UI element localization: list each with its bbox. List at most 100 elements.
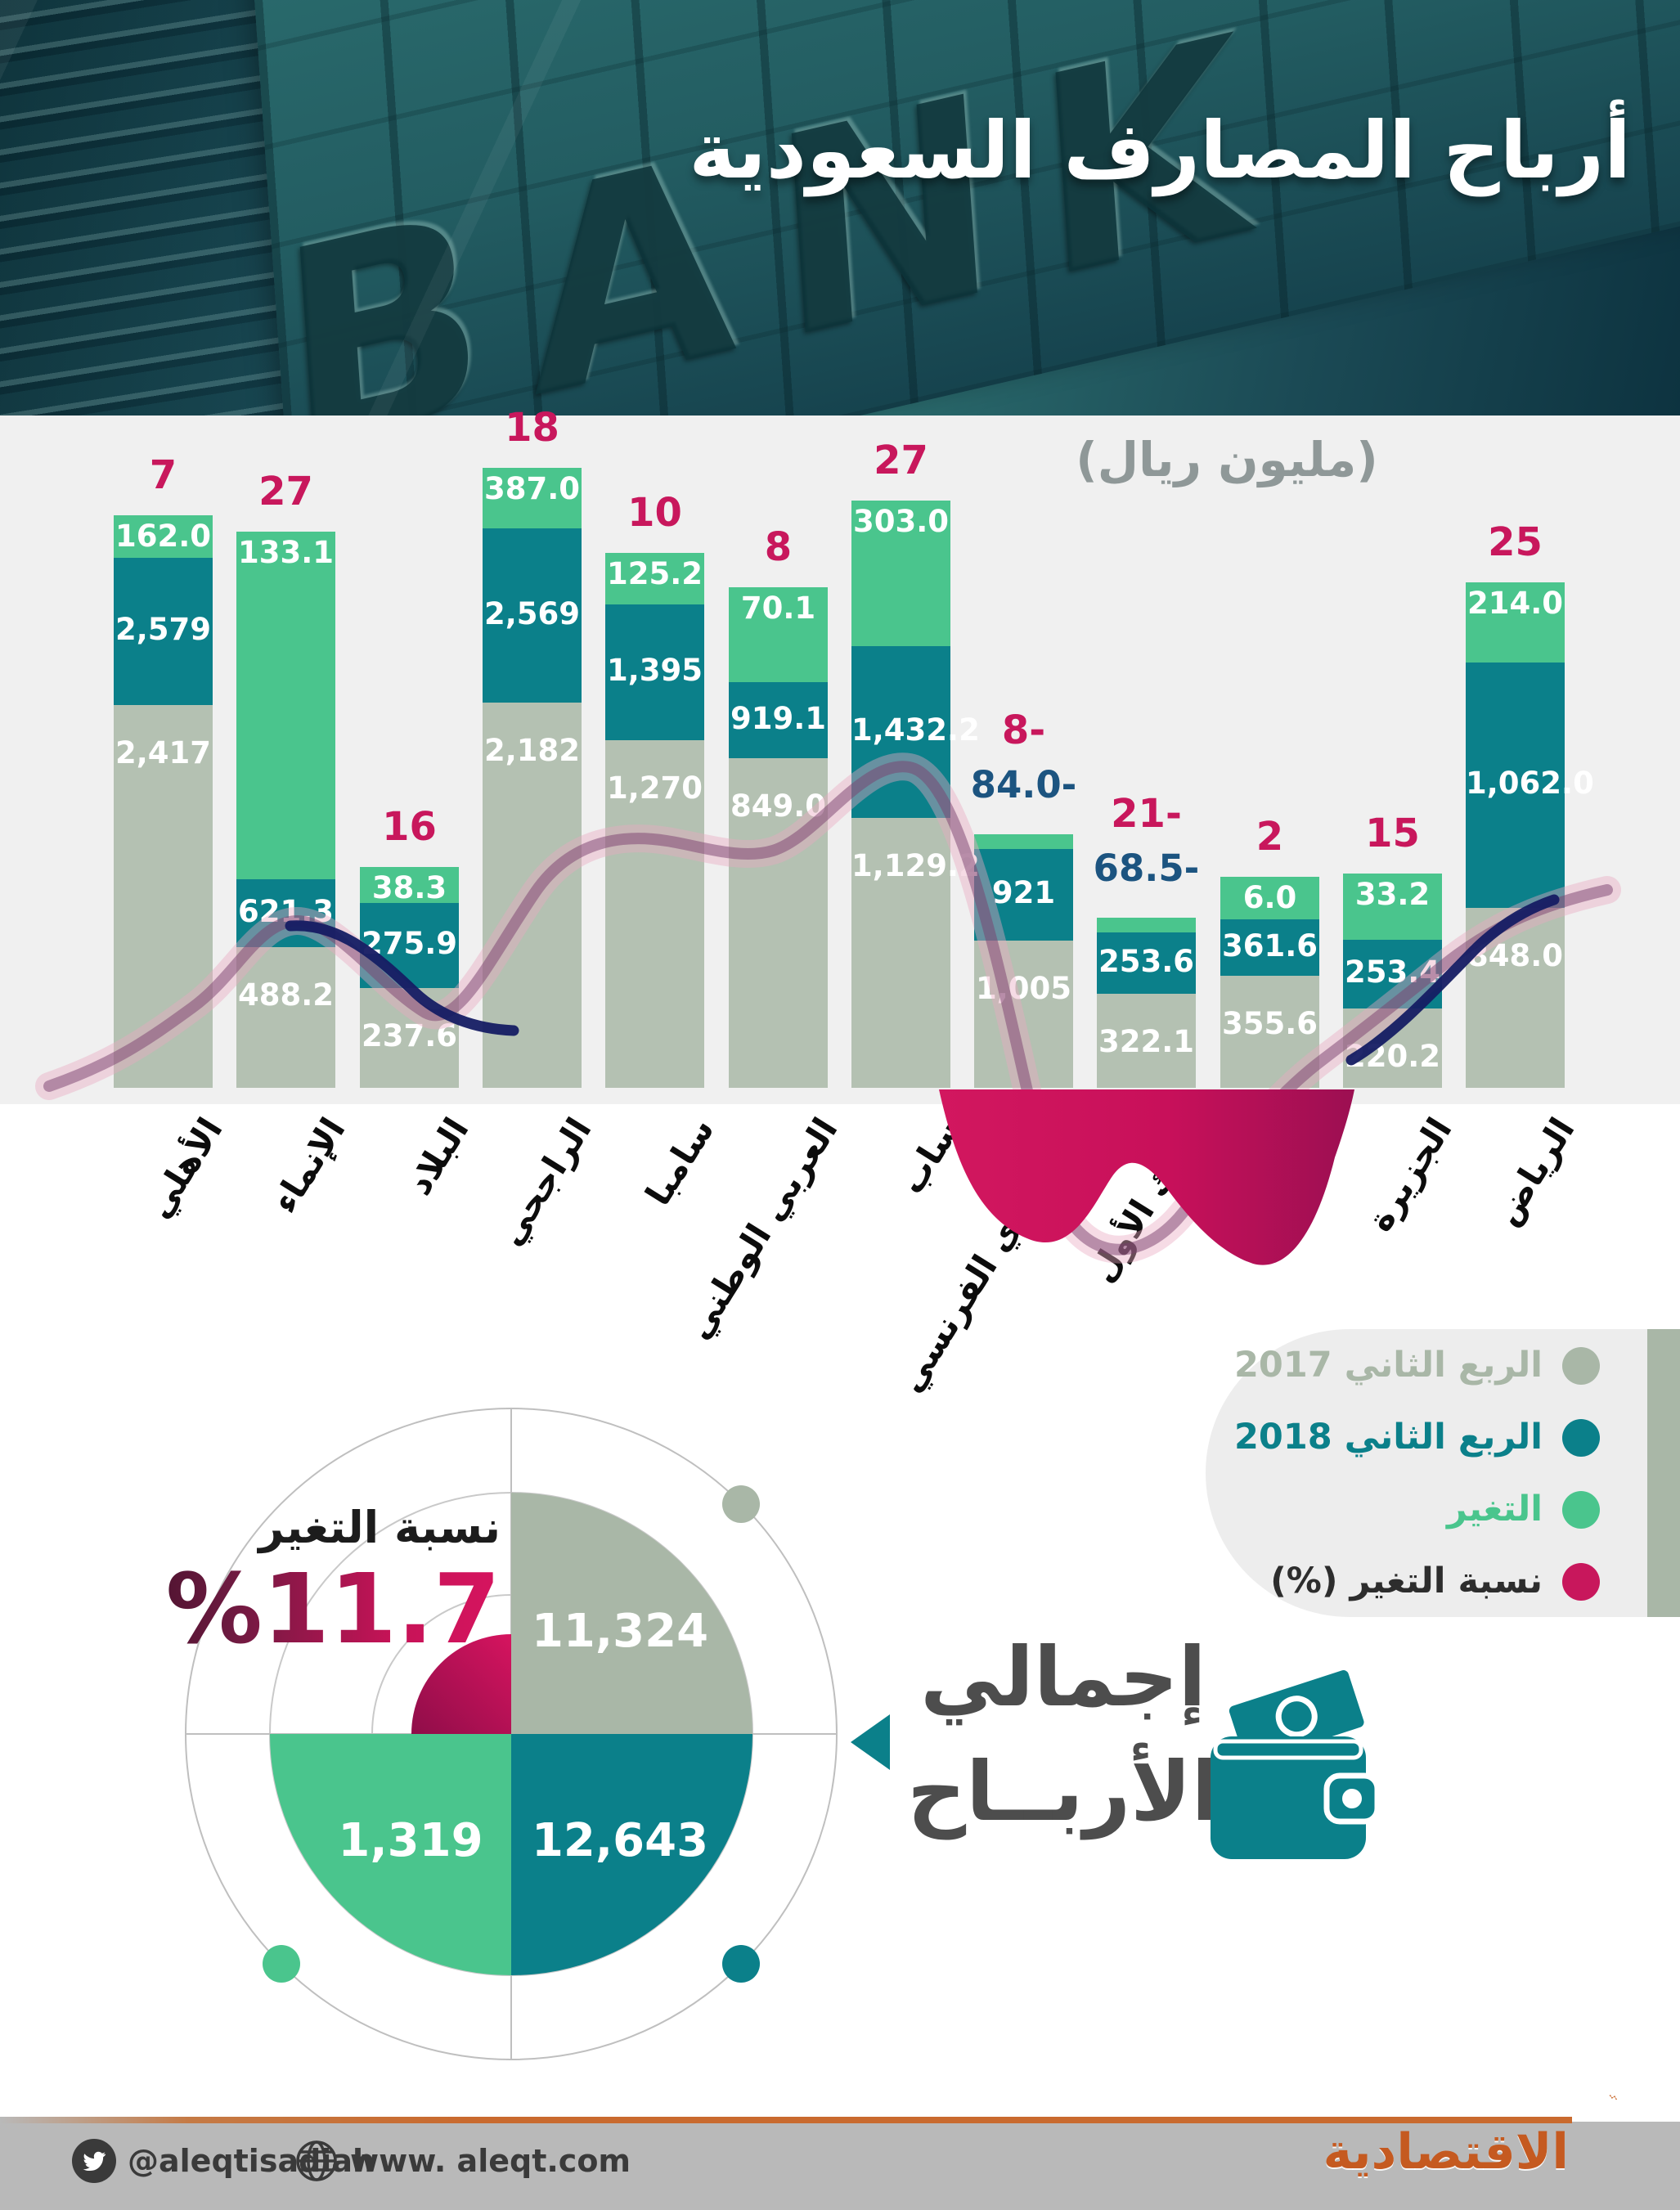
bar-0-segment-change (114, 515, 213, 558)
bar-1-pct-label: 27 (258, 469, 313, 514)
bar-6-pct-label: 27 (874, 438, 928, 483)
glass-reflection-overlay (0, 0, 1680, 415)
bar-1-2017-label: 488.2 (237, 977, 335, 1013)
ring-dot-green (263, 1945, 300, 1983)
legend-dot-3 (1562, 1563, 1600, 1601)
bar-0-segment-2018 (114, 558, 213, 705)
brand-zigzag-chart-icon (1609, 2095, 1617, 2100)
bar-5-pct-label: 8 (764, 524, 793, 570)
footer-website: www. aleqt.com (294, 2138, 631, 2184)
bar-3-pct-label: 18 (505, 405, 559, 451)
bar-10-2018-label: 253.4 (1344, 955, 1441, 990)
twitter-icon[interactable] (72, 2139, 116, 2183)
legend-label-2: التغير (1446, 1489, 1543, 1529)
bar-4-segment-change (605, 553, 704, 604)
bar-7-segment-change (974, 834, 1073, 849)
bar-4-pct-label: 10 (627, 490, 682, 536)
bar-1-2018-label: 621.3 (237, 894, 335, 929)
bar-4-change-label: 125.2 (606, 556, 703, 591)
bar-1-segment-2017 (236, 947, 335, 1088)
bar-5-segment-2018 (729, 682, 828, 758)
legend: الربع الثاني 2017 الربع الثاني 2018 التغير… (1206, 1329, 1680, 1617)
footer-band (0, 2122, 1680, 2210)
footer-accent-line (0, 2117, 1572, 2123)
quadrant-change-pct (411, 1634, 511, 1734)
bar-6-segment-change (851, 501, 950, 646)
header-photo: BANK (0, 0, 1680, 415)
bar-2-change-label: 38.3 (371, 870, 447, 905)
bar-5-2018-label: 919.1 (730, 701, 827, 736)
globe-icon (296, 2140, 337, 2181)
bar-0-2018-label: 2,579 (115, 612, 212, 647)
summary-change-value: 1,319 (338, 1814, 483, 1867)
bar-9-2018-label: 361.6 (1221, 928, 1318, 964)
bar-11-pct-label: 25 (1488, 519, 1543, 565)
wallet-icon (1211, 1664, 1381, 1859)
legend-item-0: الربع الثاني 2017 (1206, 1329, 1680, 1401)
bar-10-pct-label: 15 (1365, 811, 1420, 856)
bar-3-2018-label: 2,569 (483, 596, 581, 631)
bar-3-2017-label: 2,182 (483, 733, 581, 768)
bar-7-pct-label: 8- (1001, 707, 1046, 753)
bar-6-change-label: 303.0 (852, 504, 950, 539)
quadrant-q2-2017 (511, 1493, 752, 1734)
bar-11-change-label: 214.0 (1467, 586, 1564, 621)
page-title: أرباح المصارف السعودية (689, 105, 1632, 196)
ring-dot-teal (722, 1945, 760, 1983)
bar-0-2017-label: 2,417 (115, 735, 212, 770)
brand-logo-text: الاقتصادية (1323, 2123, 1569, 2181)
summary-change-pct-value: %11.7 (115, 1552, 501, 1665)
legend-dot-2 (1562, 1491, 1600, 1529)
bar-4-2018-label: 1,395 (606, 653, 703, 688)
bar-2-2018-label: 275.9 (361, 926, 458, 961)
legend-label-3: نسبة التغير (%) (1270, 1561, 1543, 1601)
legend-side-strip (1647, 1329, 1680, 1617)
summary-q2-2017-value: 11,324 (531, 1605, 709, 1658)
bar-5-2017-label: 849.0 (730, 788, 827, 824)
footer-twitter: @aleqtisadiah (72, 2138, 375, 2184)
bar-3-segment-2018 (483, 528, 582, 703)
bar-4-segment-2018 (605, 604, 704, 740)
bar-0-change-label: 162.0 (115, 519, 212, 554)
website-url[interactable]: www. aleqt.com (350, 2143, 631, 2179)
quadrant-q2-2018 (511, 1734, 752, 1975)
bar-8-segment-change (1097, 918, 1196, 932)
bar-10-2017-label: 220.2 (1344, 1039, 1441, 1074)
quadrant-change (270, 1734, 511, 1975)
bar-6-2017-label: 1,129.2 (851, 848, 980, 883)
legend-label-1: الربع الثاني 2018 (1233, 1417, 1543, 1458)
bar-11-segment-2017 (1466, 908, 1565, 1088)
pointer-triangle-icon (851, 1714, 890, 1770)
chart-unit-label: (مليون ريال) (1076, 432, 1378, 487)
bar-1-change-label: 133.1 (237, 535, 335, 570)
bar-7-2017-label: 1,005 (975, 971, 1072, 1006)
bar-0-pct-label: 7 (149, 452, 177, 498)
bar-10-change-label: 33.2 (1354, 877, 1431, 912)
bar-5-change-label: 70.1 (740, 591, 816, 626)
bar-3-change-label: 387.0 (483, 471, 581, 506)
bar-2-pct-label: 16 (382, 804, 437, 850)
bar-3-segment-change (483, 468, 582, 528)
bar-8-2017-label: 322.1 (1098, 1024, 1195, 1059)
bar-4-2017-label: 1,270 (606, 770, 703, 806)
total-profits-title-line2: الأربــاح (907, 1744, 1220, 1839)
legend-item-3: نسبة التغير (%) (1206, 1545, 1680, 1617)
bar-11-2018-label: 1,062.0 (1466, 766, 1594, 801)
legend-label-0: الربع الثاني 2017 (1233, 1345, 1543, 1386)
bar-11-2017-label: 848.0 (1467, 938, 1564, 973)
ring-dot-gray (722, 1485, 760, 1523)
legend-item-1: الربع الثاني 2018 (1206, 1401, 1680, 1473)
bar-2-2017-label: 237.6 (361, 1018, 458, 1053)
total-profits-quadrant-chart (185, 1408, 838, 2060)
bar-11-segment-change (1466, 582, 1565, 663)
legend-dot-1 (1562, 1419, 1600, 1457)
bar-9-2017-label: 355.6 (1221, 1006, 1318, 1041)
legend-dot-0 (1562, 1347, 1600, 1385)
summary-change-pct-label: نسبة التغير (258, 1502, 501, 1553)
bar-5-segment-change (729, 587, 828, 682)
total-profits-title-line1: إجمالي (920, 1629, 1206, 1725)
bar-8-2018-label: 253.6 (1098, 944, 1195, 979)
summary-q2-2018-value: 12,643 (531, 1814, 709, 1867)
legend-item-2: التغير (1206, 1473, 1680, 1545)
